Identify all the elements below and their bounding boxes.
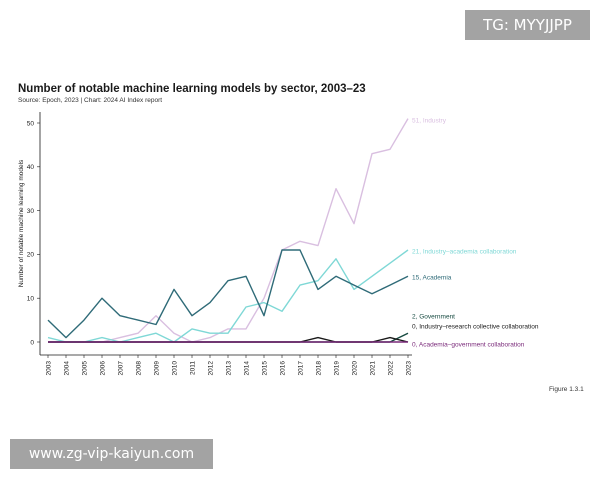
series-end-label: 15, Academia (412, 274, 452, 281)
x-tick-label: 2013 (225, 361, 232, 376)
y-tick-label: 30 (27, 208, 35, 215)
x-tick-label: 2007 (117, 361, 124, 376)
x-tick-label: 2010 (171, 361, 178, 376)
chart-subtitle: Source: Epoch, 2023 | Chart: 2024 AI Ind… (18, 97, 163, 104)
x-tick-label: 2006 (99, 361, 106, 376)
series-line-industry-academia-collaboration (47, 249, 409, 343)
x-tick-label: 2004 (63, 361, 70, 376)
x-tick-label: 2019 (333, 361, 340, 376)
x-tick-label: 2014 (243, 361, 250, 376)
series-end-label: 21, Industry–academia collaboration (412, 248, 517, 255)
x-tick-label: 2018 (315, 361, 322, 376)
y-axis-label: Number of notable machine learning model… (18, 159, 25, 287)
series-end-labels: 51, Industry 21, Industry–academia collab… (412, 117, 539, 348)
x-tick-label: 2020 (351, 361, 358, 376)
x-tick-label: 2023 (405, 361, 412, 376)
y-tick-label: 0 (30, 339, 34, 346)
watermark-bottom: www.zg-vip-kaiyun.com (10, 439, 213, 469)
x-tick-label: 2003 (45, 361, 52, 376)
x-tick-label: 2012 (207, 361, 214, 376)
y-tick-label: 50 (27, 120, 35, 127)
series-line-academia (47, 249, 409, 339)
y-tick-label: 20 (27, 252, 35, 259)
x-tick-label: 2016 (279, 361, 286, 376)
series-end-label: 0, Industry–research collective collabor… (412, 323, 539, 330)
y-tick-label: 10 (27, 296, 35, 303)
series-lines (47, 118, 409, 343)
x-tick-label: 2015 (261, 361, 268, 376)
series-end-label: 0, Academia–government collaboration (412, 341, 525, 348)
x-tick-label: 2022 (387, 361, 394, 376)
x-tick-label: 2009 (153, 361, 160, 376)
y-tick-label: 40 (27, 164, 35, 171)
watermark-top: TG: MYYJJPP (465, 10, 590, 40)
x-tick-label: 2017 (297, 361, 304, 376)
x-tick-label: 2008 (135, 361, 142, 376)
series-end-label: 2, Government (412, 313, 455, 320)
series-end-label: 51, Industry (412, 117, 447, 124)
chart-axes: 0 10 20 30 40 50 Number of notable machine lea… (18, 112, 412, 375)
x-tick-label: 2021 (369, 361, 376, 376)
x-tick-label: 2011 (189, 361, 196, 375)
chart-title: Number of notable machine learning model… (18, 83, 366, 95)
series-line-industry (48, 118, 409, 343)
figure-label: Figure 1.3.1 (549, 386, 584, 393)
x-tick-label: 2005 (81, 361, 88, 376)
